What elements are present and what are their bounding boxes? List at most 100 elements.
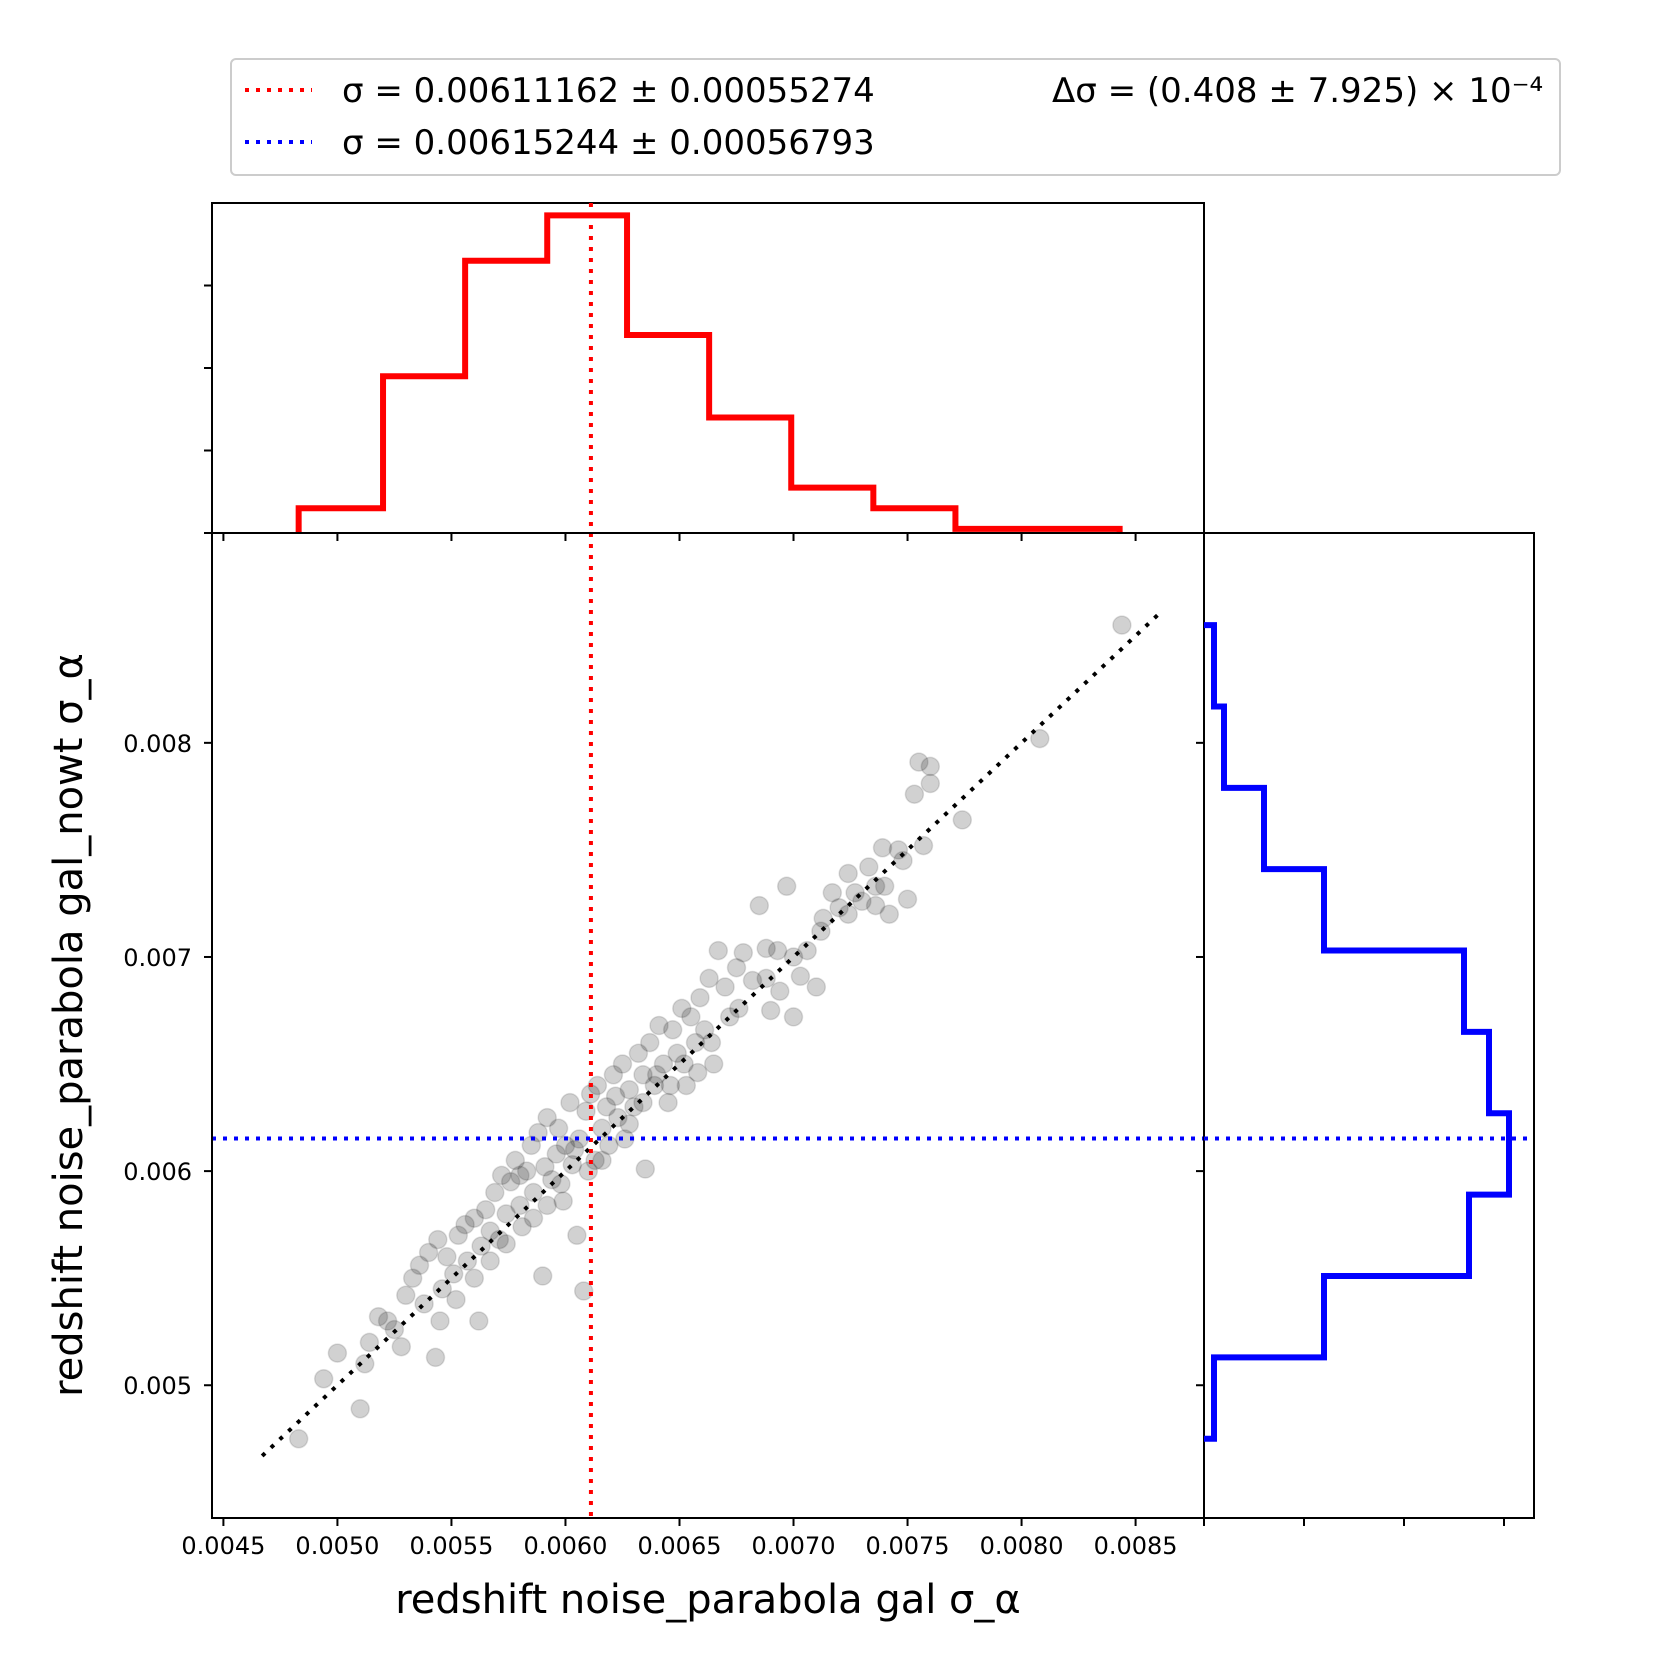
x-tick-label: 0.0065 — [638, 1532, 722, 1560]
x-tick-label: 0.0050 — [295, 1532, 379, 1560]
scatter-point — [491, 1165, 512, 1186]
scatter-point — [708, 940, 729, 961]
scatter-point — [587, 1075, 608, 1096]
scatter-point — [537, 1195, 557, 1216]
scatter-point — [553, 1191, 573, 1211]
x-tick-label: 0.0060 — [523, 1532, 607, 1560]
scatter-point — [573, 1281, 594, 1301]
scatter-point — [699, 968, 719, 989]
right-histogram-frame — [1203, 532, 1535, 1519]
right-histogram-panel — [1196, 532, 1535, 1526]
scatter-point — [893, 850, 913, 871]
scatter-point — [733, 942, 754, 963]
scatter-point — [464, 1268, 485, 1288]
y-axis-ticks: 0.005 0.006 0.007 0.008 — [123, 730, 212, 1400]
scatter-point — [658, 1092, 678, 1113]
scatter-point — [313, 1369, 334, 1389]
scatter-point — [640, 1032, 660, 1053]
legend-delta-sigma: Δσ = (0.408 ± 7.925) × 10⁻⁴ — [1052, 71, 1543, 111]
x-tick-label: 0.0085 — [1094, 1532, 1178, 1560]
scatter-point — [599, 1135, 619, 1156]
scatter-point — [425, 1347, 446, 1368]
scatter-point — [432, 1279, 453, 1299]
scatter-point — [676, 1075, 697, 1096]
scatter-point — [485, 1182, 505, 1203]
scatter-point — [548, 1118, 569, 1139]
scatter-point — [418, 1242, 439, 1263]
scatter-point — [859, 857, 879, 877]
scatter-point — [510, 1165, 530, 1186]
scatter-point — [475, 1199, 496, 1220]
scatter-point — [690, 987, 710, 1008]
x-tick-label: 0.0070 — [752, 1532, 836, 1560]
scatter-point — [510, 1195, 530, 1216]
y-tick-label: 0.007 — [123, 944, 192, 972]
y-tick-label: 0.008 — [123, 730, 192, 758]
scatter-point — [767, 940, 788, 961]
scatter-point — [455, 1214, 475, 1235]
scatter-point — [811, 921, 831, 942]
scatter-point — [719, 1007, 740, 1027]
scatter-point — [512, 1217, 532, 1237]
scatter-point — [806, 977, 827, 997]
scatter-point — [838, 863, 858, 884]
scatter-point — [829, 897, 849, 918]
scatter-point — [749, 895, 770, 916]
scatter-point — [913, 835, 934, 856]
scatter-point — [359, 1332, 380, 1353]
scatter-point — [619, 1079, 640, 1100]
scatter-point — [685, 1032, 706, 1053]
scatter-point — [681, 1007, 701, 1027]
scatter-point — [430, 1311, 450, 1331]
scatter-point — [790, 966, 811, 987]
scatter-point — [909, 752, 929, 772]
scatter-point — [564, 1139, 585, 1160]
scatter-point — [592, 1118, 612, 1139]
scatter-point — [628, 1043, 649, 1064]
x-tick-label: 0.0055 — [409, 1532, 493, 1560]
top-histogram-ticks — [204, 284, 1137, 541]
scatter-point — [742, 970, 763, 991]
x-axis-ticks: 0.0045 0.0050 0.0055 0.0060 0.0065 0.0070 0.00… — [181, 1518, 1178, 1560]
scatter-point — [396, 1285, 416, 1306]
scatter-point — [532, 1266, 553, 1286]
scatter-point — [469, 1311, 489, 1331]
scatter-point — [920, 773, 941, 794]
identity-black-dotted-line — [260, 612, 1160, 1458]
scatter-point — [756, 938, 776, 959]
y-tick-label: 0.006 — [123, 1158, 192, 1186]
scatter-point — [872, 838, 893, 858]
scatter-point — [516, 1161, 537, 1181]
legend: σ = 0.00611162 ± 0.00055274 σ = 0.006152… — [230, 58, 1561, 176]
scatter-point — [585, 1150, 605, 1171]
scatter-point — [703, 1054, 724, 1074]
scatter-point — [562, 1154, 583, 1175]
scatter-point — [662, 1020, 683, 1040]
scatter-point — [523, 1208, 544, 1228]
scatter-point — [865, 895, 886, 916]
scatter-point — [776, 876, 797, 897]
scatter-point — [560, 1092, 580, 1113]
scatter-point — [633, 1092, 653, 1113]
scatter-point — [542, 1169, 562, 1190]
scatter-point — [797, 940, 817, 961]
scatter-point — [653, 1054, 674, 1074]
scatter-point — [496, 1204, 516, 1224]
scatter-point — [897, 889, 918, 909]
legend-entry-red: σ = 0.00611162 ± 0.00055274 — [342, 71, 875, 111]
scatter-point — [1112, 615, 1132, 635]
x-tick-label: 0.0080 — [980, 1532, 1064, 1560]
scatter-point — [715, 977, 735, 997]
scatter-point — [437, 1247, 457, 1267]
scatter-point — [500, 1172, 521, 1192]
scatter-point — [726, 957, 747, 978]
scatter-point — [633, 1065, 653, 1085]
scatter-point — [608, 1107, 628, 1128]
scatter-point — [377, 1311, 398, 1331]
scatter-point — [428, 1229, 448, 1250]
x-tick-label: 0.0075 — [866, 1532, 950, 1560]
scatter-point — [402, 1268, 423, 1288]
scatter-point — [605, 1086, 626, 1106]
scatter-point — [879, 904, 900, 924]
